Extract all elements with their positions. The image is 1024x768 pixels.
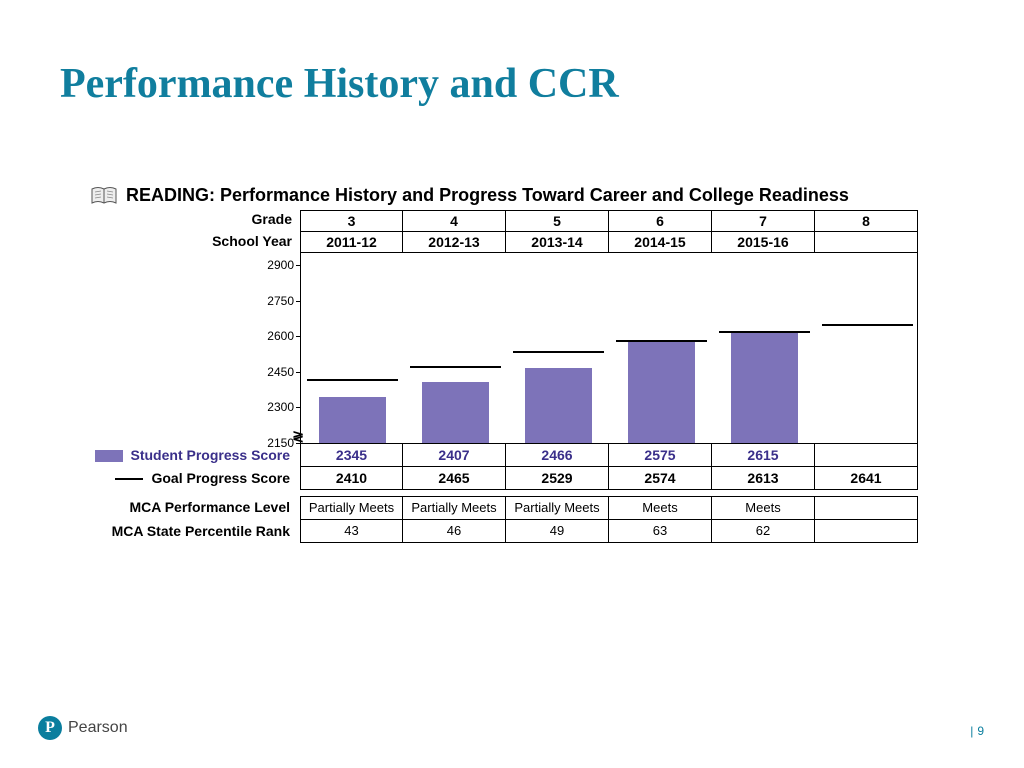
goal-cell: 2465: [403, 467, 506, 490]
student-bar: [525, 368, 592, 443]
rank-cell: 43: [300, 520, 403, 543]
year-cell: 2014-15: [609, 232, 712, 253]
grade-cell: 4: [403, 210, 506, 232]
year-cell: 2015-16: [712, 232, 815, 253]
performance-level-row: MCA Performance Level Partially Meets Pa…: [90, 496, 918, 520]
chart-plot-area: [300, 253, 918, 444]
goal-line: [822, 324, 913, 326]
student-bar: [628, 342, 695, 443]
grade-cell: 6: [609, 210, 712, 232]
panel-title: READING: Performance History and Progres…: [126, 185, 849, 206]
year-cell: [815, 232, 918, 253]
goal-score-row: Goal Progress Score 2410 2465 2529 2574 …: [90, 467, 918, 490]
percentile-rank-row: MCA State Percentile Rank 43 46 49 63 62: [90, 520, 918, 543]
student-cell: 2466: [506, 444, 609, 467]
perf-cell: Partially Meets: [506, 496, 609, 520]
year-cell: 2013-14: [506, 232, 609, 253]
slide-title: Performance History and CCR: [60, 60, 619, 108]
goal-cell: 2410: [300, 467, 403, 490]
header-label-year: School Year: [90, 232, 300, 253]
header-grade-row: Grade 3 4 5 6 7 8: [90, 210, 918, 232]
rank-cell: 49: [506, 520, 609, 543]
student-bar: [319, 397, 386, 443]
performance-level-label: MCA Performance Level: [90, 496, 300, 520]
y-tick-label: 2300: [267, 400, 294, 414]
student-cell: [815, 444, 918, 467]
page-number: |9: [970, 724, 984, 738]
rank-cell: [815, 520, 918, 543]
chart-column: [610, 253, 713, 443]
pearson-logo-text: Pearson: [68, 719, 128, 737]
rank-cell: 63: [609, 520, 712, 543]
goal-line: [616, 340, 707, 342]
perf-cell: [815, 496, 918, 520]
student-cell: 2615: [712, 444, 815, 467]
perf-cell: Meets: [712, 496, 815, 520]
goal-cell: 2641: [815, 467, 918, 490]
grade-cell: 8: [815, 210, 918, 232]
goal-cell: 2613: [712, 467, 815, 490]
goal-line: [410, 366, 501, 368]
chart-column: [713, 253, 816, 443]
header-label-grade: Grade: [90, 210, 300, 232]
student-bar: [731, 333, 798, 443]
chart-column: [404, 253, 507, 443]
chart-column: [507, 253, 610, 443]
student-cell: 2345: [300, 444, 403, 467]
student-cell: 2407: [403, 444, 506, 467]
chart-y-axis: ≷ 215023002450260027502900: [90, 253, 300, 443]
y-tick-label: 2150: [267, 436, 294, 450]
rank-cell: 46: [403, 520, 506, 543]
goal-cell: 2529: [506, 467, 609, 490]
y-tick-label: 2900: [267, 258, 294, 272]
grade-cell: 5: [506, 210, 609, 232]
pearson-logo: P Pearson: [38, 716, 128, 740]
perf-cell: Meets: [609, 496, 712, 520]
student-cell: 2575: [609, 444, 712, 467]
rank-cell: 62: [712, 520, 815, 543]
y-tick-label: 2450: [267, 365, 294, 379]
book-icon: [90, 186, 118, 206]
goal-score-label: Goal Progress Score: [90, 467, 300, 490]
header-year-row: School Year 2011-12 2012-13 2013-14 2014…: [90, 232, 918, 253]
chart-column: [816, 253, 919, 443]
perf-cell: Partially Meets: [403, 496, 506, 520]
year-cell: 2012-13: [403, 232, 506, 253]
student-bar: [422, 382, 489, 443]
goal-line: [719, 331, 810, 333]
goal-cell: 2574: [609, 467, 712, 490]
goal-line: [307, 379, 398, 381]
y-tick-label: 2600: [267, 329, 294, 343]
student-legend-swatch: [95, 450, 123, 462]
y-tick-label: 2750: [267, 294, 294, 308]
year-cell: 2011-12: [300, 232, 403, 253]
grade-cell: 7: [712, 210, 815, 232]
goal-line: [513, 351, 604, 353]
pearson-logo-icon: P: [38, 716, 62, 740]
goal-legend-line: [115, 478, 143, 480]
chart-panel: READING: Performance History and Progres…: [90, 185, 918, 543]
student-score-row: Student Progress Score 2345 2407 2466 25…: [90, 444, 918, 467]
chart-column: [301, 253, 404, 443]
percentile-rank-label: MCA State Percentile Rank: [90, 520, 300, 543]
grade-cell: 3: [300, 210, 403, 232]
perf-cell: Partially Meets: [300, 496, 403, 520]
chart-row: ≷ 215023002450260027502900: [90, 253, 918, 444]
